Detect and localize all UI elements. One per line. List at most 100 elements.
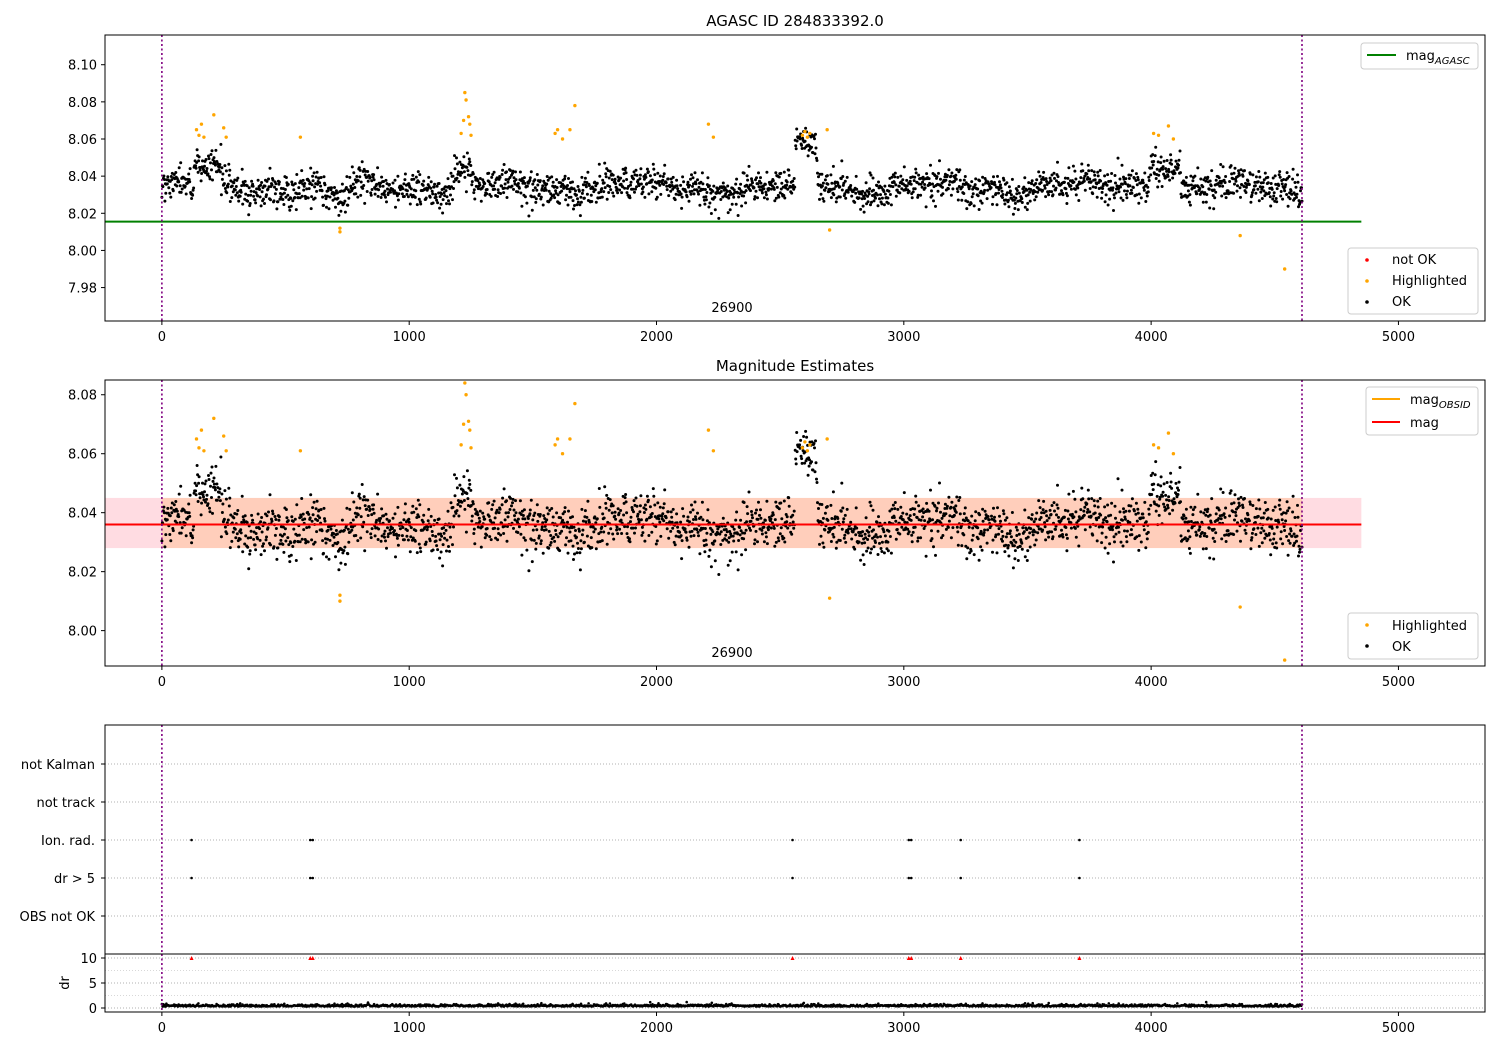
ok-point: [199, 179, 203, 183]
highlighted-point: [202, 135, 206, 139]
ok-point: [956, 543, 960, 547]
ok-point: [1174, 481, 1178, 485]
highlighted-point: [466, 419, 471, 423]
ok-point: [277, 515, 281, 519]
ok-point: [1295, 534, 1299, 538]
ok-point: [383, 535, 386, 539]
ok-point: [348, 175, 352, 179]
ok-point: [997, 532, 1000, 536]
ok-point: [284, 195, 288, 199]
ok-point: [1182, 514, 1186, 518]
ok-point: [1218, 184, 1222, 188]
ok-point: [989, 186, 993, 190]
ok-point: [635, 173, 639, 177]
ok-point: [372, 503, 376, 507]
ok-point: [1062, 515, 1066, 519]
ok-point: [431, 534, 435, 537]
ok-point: [329, 527, 333, 531]
ok-point: [489, 194, 493, 198]
ok-point: [556, 535, 560, 539]
ok-point: [403, 502, 407, 506]
ok-point: [341, 551, 345, 555]
ok-point: [202, 495, 205, 499]
ok-point: [1011, 212, 1015, 216]
highlighted-point: [553, 131, 557, 136]
flag-point: [909, 838, 913, 842]
ok-point: [857, 540, 861, 544]
ok-point: [485, 533, 489, 537]
ok-point: [1137, 192, 1141, 196]
ok-point: [434, 534, 438, 538]
ok-point: [872, 545, 876, 549]
ok-point: [983, 509, 987, 513]
highlighted-point: [803, 129, 807, 134]
ok-point: [1144, 200, 1148, 203]
ok-point: [742, 171, 746, 175]
ok-point: [435, 544, 439, 548]
ok-point: [413, 539, 417, 543]
ok-point: [757, 171, 760, 175]
ok-point: [917, 504, 921, 508]
flag-point: [791, 876, 794, 880]
ok-point: [451, 505, 455, 509]
ok-point: [534, 547, 538, 551]
ok-point: [1170, 162, 1174, 166]
ok-point: [716, 527, 720, 531]
ok-point: [1050, 530, 1054, 534]
ok-point: [521, 179, 525, 183]
ok-point: [1221, 184, 1225, 188]
ok-point: [1029, 188, 1033, 191]
ok-point: [888, 509, 892, 513]
ok-point: [385, 546, 388, 550]
ok-point: [455, 162, 459, 166]
ok-point: [556, 193, 560, 197]
ok-point: [868, 187, 872, 191]
ok-point: [888, 193, 892, 196]
ok-point: [472, 191, 476, 195]
ok-point: [171, 189, 175, 193]
ok-point: [225, 191, 229, 195]
ok-point: [880, 540, 884, 544]
ok-point: [728, 559, 732, 563]
ok-point: [850, 537, 854, 541]
ok-point: [995, 551, 999, 555]
ok-point: [169, 506, 173, 510]
ok-point: [436, 548, 440, 552]
ok-point: [1040, 511, 1044, 515]
ok-point: [315, 530, 319, 534]
ok-point: [506, 180, 510, 184]
ok-point: [613, 510, 617, 514]
ok-point: [227, 173, 231, 177]
ok-point: [334, 205, 337, 209]
ok-point: [736, 214, 740, 217]
ok-point: [1096, 499, 1100, 503]
ok-point: [184, 534, 188, 538]
ok-point: [1284, 183, 1288, 187]
ok-point: [1288, 532, 1292, 536]
ok-point: [1016, 559, 1020, 562]
ok-point: [450, 185, 453, 189]
ok-point: [876, 204, 880, 208]
ok-point: [655, 195, 659, 199]
ok-point: [171, 529, 175, 533]
ok-point: [814, 146, 818, 150]
ok-point: [563, 177, 567, 181]
ok-point: [372, 173, 376, 177]
ok-point: [369, 191, 373, 195]
ok-point: [1141, 516, 1145, 520]
ok-point: [675, 521, 679, 525]
ok-point: [260, 516, 264, 519]
ok-point: [1044, 177, 1048, 181]
ok-point: [1056, 506, 1060, 510]
p1-ytick-label-2: 8.02: [68, 207, 97, 222]
ok-point: [764, 190, 768, 194]
ok-point: [1114, 516, 1117, 520]
ok-point: [555, 511, 559, 515]
ok-point: [389, 190, 392, 194]
ok-point: [163, 199, 167, 203]
ok-point: [906, 527, 910, 531]
ok-point: [666, 510, 670, 514]
legend-highlighted-marker-2: [1365, 623, 1369, 627]
ok-point: [685, 538, 689, 542]
ok-point: [551, 515, 555, 519]
